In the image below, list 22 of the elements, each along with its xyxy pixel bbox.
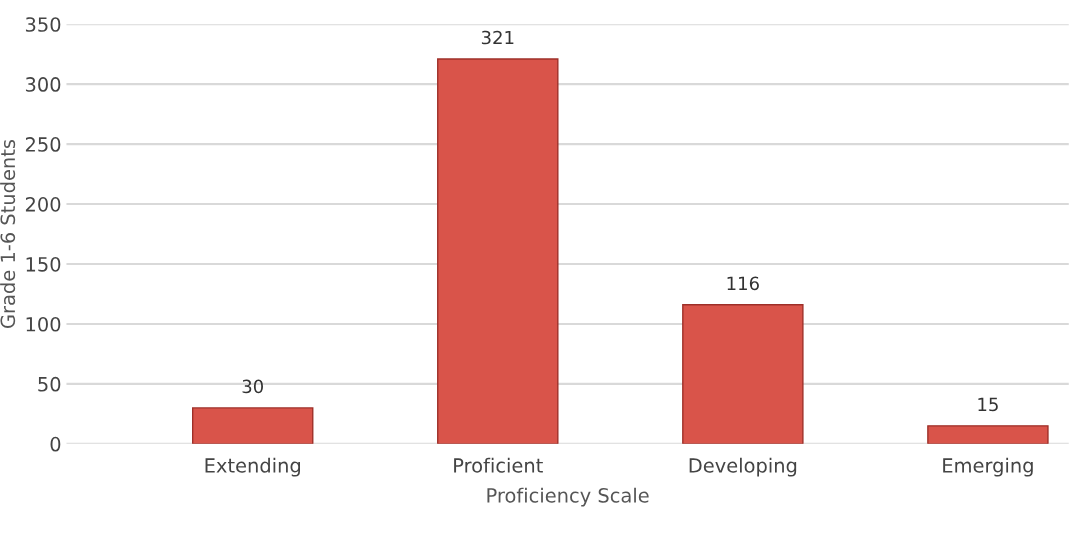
y-tick-label: 250 [25, 137, 61, 152]
x-axis-title: Proficiency Scale [487, 487, 649, 507]
x-tick-label: Emerging [943, 457, 1033, 477]
y-tick-label: 200 [25, 197, 61, 212]
y-tick-label: 0 [50, 436, 61, 452]
x-tick-label: Developing [689, 457, 797, 477]
bar [927, 425, 1049, 444]
y-axis-title: Grade 1-6 Students [0, 139, 16, 328]
y-tick-label: 150 [26, 256, 61, 272]
y-tick-label: 100 [26, 316, 61, 332]
bar [682, 304, 804, 444]
y-tick-label: 50 [38, 376, 61, 392]
data-label: 116 [727, 276, 759, 291]
y-tick-label: 300 [25, 77, 61, 92]
y-tick-label: 350 [25, 17, 61, 32]
bar [191, 407, 314, 444]
data-label: 321 [481, 30, 514, 45]
data-label: 30 [242, 379, 263, 394]
x-tick-label: Extending [205, 457, 300, 477]
bar [437, 58, 559, 444]
x-tick-label: Proficient [454, 457, 543, 473]
data-label: 15 [978, 397, 998, 412]
